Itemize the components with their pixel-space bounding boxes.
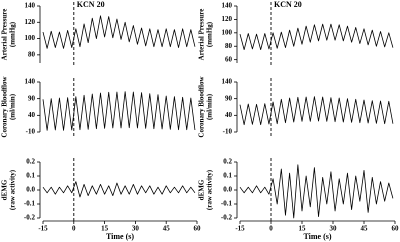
x-tick-label: 15 xyxy=(101,225,109,233)
x-tick-label: 60 xyxy=(194,225,202,233)
y-tick-label: 100 xyxy=(25,34,36,42)
y-tick-label: -0.1 xyxy=(24,200,36,208)
y-tick-label: 60 xyxy=(225,55,233,63)
y-tick-label: 140 xyxy=(222,78,233,86)
x-tick-label: 45 xyxy=(361,225,369,233)
y-tick-label: 120 xyxy=(25,18,36,26)
trace xyxy=(239,23,394,50)
x-tick-label: 0 xyxy=(72,225,76,233)
x-tick-label: 45 xyxy=(163,225,171,233)
y-axis-label: dEMG xyxy=(1,179,9,200)
y-tick-label: -10 xyxy=(26,128,36,136)
y-axis-label: (raw activity) xyxy=(206,169,214,210)
y-tick-label: 140 xyxy=(25,78,36,86)
x-axis-label: Time (s) xyxy=(303,232,331,241)
y-axis-label: Coronary Bloodflow xyxy=(198,75,206,137)
trace xyxy=(239,164,394,219)
y-tick-label: -0.2 xyxy=(24,214,36,222)
y-tick-label: -0.2 xyxy=(221,214,233,222)
y-tick-label: 0.0 xyxy=(223,186,232,194)
y-tick-label: -10 xyxy=(223,128,233,136)
y-tick-label: 80 xyxy=(225,42,233,50)
x-tick-label: 15 xyxy=(299,225,307,233)
x-axis-label: Time (s) xyxy=(106,232,134,241)
trace xyxy=(239,96,394,126)
y-tick-label: 80 xyxy=(28,50,36,58)
y-tick-label: 40 xyxy=(225,111,233,119)
y-axis-label: (mmHg) xyxy=(206,21,214,47)
y-tick-label: 120 xyxy=(222,15,233,23)
x-tick-label: -15 xyxy=(235,225,245,233)
y-tick-label: 90 xyxy=(225,94,233,102)
y-tick-label: -0.1 xyxy=(221,200,233,208)
trace xyxy=(42,181,196,198)
annotation: KCN 20 xyxy=(274,0,302,9)
y-axis-label: Arterial Pressure xyxy=(1,9,9,61)
y-tick-label: 100 xyxy=(222,28,233,36)
y-tick-label: 0.1 xyxy=(26,172,35,180)
y-axis-label: (mmHg) xyxy=(9,21,17,47)
x-tick-label: 30 xyxy=(330,225,338,233)
x-tick-label: 0 xyxy=(269,225,273,233)
x-tick-label: 30 xyxy=(132,225,140,233)
y-axis-label: Arterial Pressure xyxy=(198,9,206,61)
y-axis-label: (ml/min) xyxy=(9,93,17,120)
y-axis-label: (ml/min) xyxy=(206,93,214,120)
y-tick-label: 140 xyxy=(25,2,36,10)
y-tick-label: 140 xyxy=(222,2,233,10)
y-tick-label: 40 xyxy=(28,111,36,119)
y-tick-label: 0.1 xyxy=(223,172,232,180)
y-axis-label: dEMG xyxy=(198,179,206,200)
y-tick-label: 0.0 xyxy=(26,186,35,194)
y-tick-label: 0.2 xyxy=(26,158,35,166)
annotation: KCN 20 xyxy=(77,0,105,9)
y-tick-label: 0.2 xyxy=(223,158,232,166)
y-axis-label: Coronary Bloodflow xyxy=(1,75,9,137)
y-tick-label: 90 xyxy=(28,94,36,102)
trace xyxy=(42,91,196,131)
trace xyxy=(42,15,196,49)
y-axis-label: (raw activity) xyxy=(9,169,17,210)
x-tick-label: 60 xyxy=(392,225,400,233)
x-tick-label: -15 xyxy=(38,225,48,233)
